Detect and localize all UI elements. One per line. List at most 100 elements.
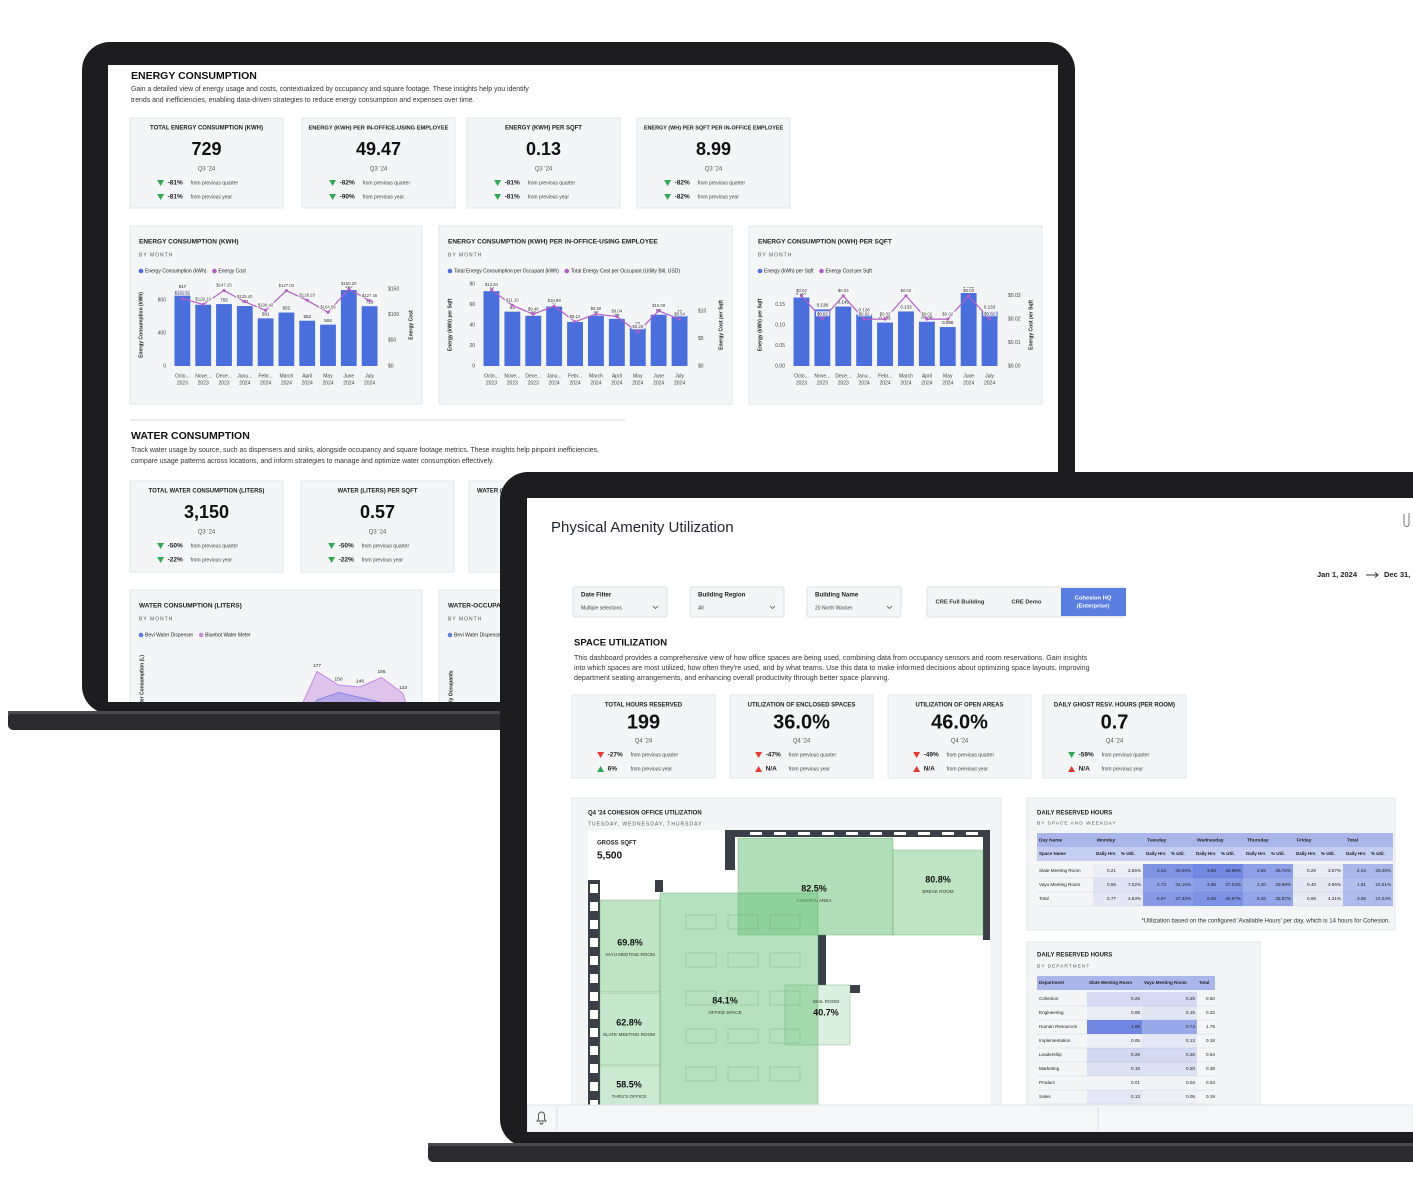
attachment-icon: [1403, 513, 1410, 527]
cost-label-bg: [504, 297, 521, 303]
tick-label: 20: [469, 343, 475, 349]
wall-window: [590, 938, 598, 947]
kpi-card: [1042, 694, 1187, 779]
column-header: Monday: [1097, 837, 1115, 843]
axis-label: Energy Cost: [408, 310, 414, 340]
column-header: Wednesday: [1197, 837, 1224, 843]
filter-dropdown[interactable]: [572, 586, 668, 618]
category-label: Febr...: [878, 373, 892, 379]
building-button-selected[interactable]: [1061, 588, 1126, 616]
desk: [685, 990, 717, 1006]
bar: [588, 315, 604, 366]
table-cell: 2.96: [1207, 882, 1216, 887]
row-label: Total: [1039, 896, 1049, 901]
table-cell: 4.31%: [1328, 896, 1341, 901]
column-subheader: Daily Hrs: [1346, 851, 1366, 856]
filter-dropdown[interactable]: [689, 586, 785, 618]
cost-value-label: $131.51: [175, 291, 191, 296]
bar: [320, 324, 336, 366]
building-button[interactable]: [928, 588, 993, 616]
table-header: [1037, 976, 1215, 990]
cost-value-label: $0.02: [817, 311, 828, 316]
axis-label: Energy Consumption (kWh): [138, 292, 144, 358]
heat-cell: [1293, 864, 1318, 878]
building-button[interactable]: [994, 588, 1060, 616]
room-utilization: 40.7%: [813, 1007, 839, 1017]
cost-marker: [243, 300, 247, 304]
table-cell: 2.65%: [1128, 868, 1141, 873]
wall-window: [590, 920, 598, 929]
table-cell: 1.79: [1206, 1024, 1215, 1029]
cost-label-bg: [340, 281, 359, 287]
room-utilization: 62.8%: [616, 1017, 642, 1027]
trend-arrow: [755, 766, 763, 772]
table-cell: 0.15: [1186, 1010, 1195, 1015]
tick-label: $150: [388, 286, 399, 292]
cost-label-bg: [836, 287, 851, 293]
desk: [727, 990, 759, 1006]
change-text: from previous year: [528, 194, 570, 200]
filter-value: 20 North Wacker: [815, 605, 853, 611]
category-label: 2024: [364, 380, 375, 386]
change-text: from previous quarter: [698, 180, 746, 186]
filter-dropdown[interactable]: [806, 586, 902, 618]
table-cell: 4.96%: [1328, 882, 1341, 887]
category-label: Octo...: [484, 373, 499, 379]
trend-arrow: [157, 180, 165, 186]
heat-cell: [1142, 1020, 1197, 1034]
change-value: -82%: [675, 180, 690, 187]
kpi-period: Q3 '24: [705, 167, 723, 173]
table-cell: 34.16%: [1175, 882, 1191, 887]
tick-label: 60: [469, 302, 475, 308]
cost-label-bg: [673, 311, 687, 317]
trend-arrow: [755, 752, 763, 758]
kpi-label: UTILIZATION OF OPEN AREAS: [916, 703, 1004, 709]
column-subheader: Daily Hrs: [1296, 851, 1316, 856]
room-area: [784, 984, 851, 1046]
cost-value-label: $0.03: [901, 288, 912, 293]
cost-value-label: $8.10: [570, 314, 581, 319]
bar: [504, 311, 521, 366]
change-value: -90%: [340, 194, 355, 201]
legend-swatch: [212, 268, 217, 274]
axis-label: Water Consumption (L): [139, 655, 145, 710]
tick-label: $0: [698, 363, 704, 369]
category-label: April: [612, 373, 622, 379]
bar: [856, 314, 873, 366]
cost-label-bg: [360, 292, 379, 298]
table-cell: 44.88%: [1225, 868, 1241, 873]
cost-marker: [222, 289, 226, 293]
category-label: 2024: [611, 380, 622, 386]
legend-swatch: [819, 268, 824, 274]
desk: [727, 1066, 759, 1082]
bar: [793, 297, 810, 366]
heat-cell: [1268, 892, 1293, 906]
legend-label: Total Energy Consumption per Occupant (k…: [454, 268, 559, 274]
table-cell: 0.56: [1107, 882, 1116, 887]
bar: [257, 318, 274, 366]
table-cell: 0.38: [1206, 1066, 1215, 1071]
category-label: 2024: [260, 380, 271, 386]
table-subtitle: BY DEPARTMENT: [1037, 963, 1090, 969]
heat-cell: [1293, 892, 1318, 906]
cost-marker: [180, 297, 184, 301]
kpi-value: 36.0%: [773, 711, 830, 733]
room-name: VAYU MEETING ROOM: [605, 952, 655, 957]
table-cell: 37.32%: [1175, 896, 1191, 901]
column-header: Day Name: [1039, 837, 1063, 843]
legend-swatch: [138, 632, 144, 638]
table-cell: 0.20: [1186, 1066, 1195, 1071]
room-name: SLATE MEETING ROOM: [603, 1032, 655, 1037]
cost-value-label: $0.02: [942, 311, 953, 316]
table-cell: 2.86: [1257, 868, 1266, 873]
cost-value-label: $120.10: [195, 297, 211, 302]
bar-value-label: 0.145: [838, 300, 850, 305]
wall-window: [590, 1046, 598, 1055]
bar: [216, 304, 232, 366]
bar: [629, 328, 646, 366]
cost-label-bg: [920, 311, 934, 317]
tick-label: 800: [158, 298, 167, 304]
heat-cell: [1142, 1006, 1197, 1020]
section-description: trends and inefficiencies, enabling data…: [131, 97, 475, 104]
